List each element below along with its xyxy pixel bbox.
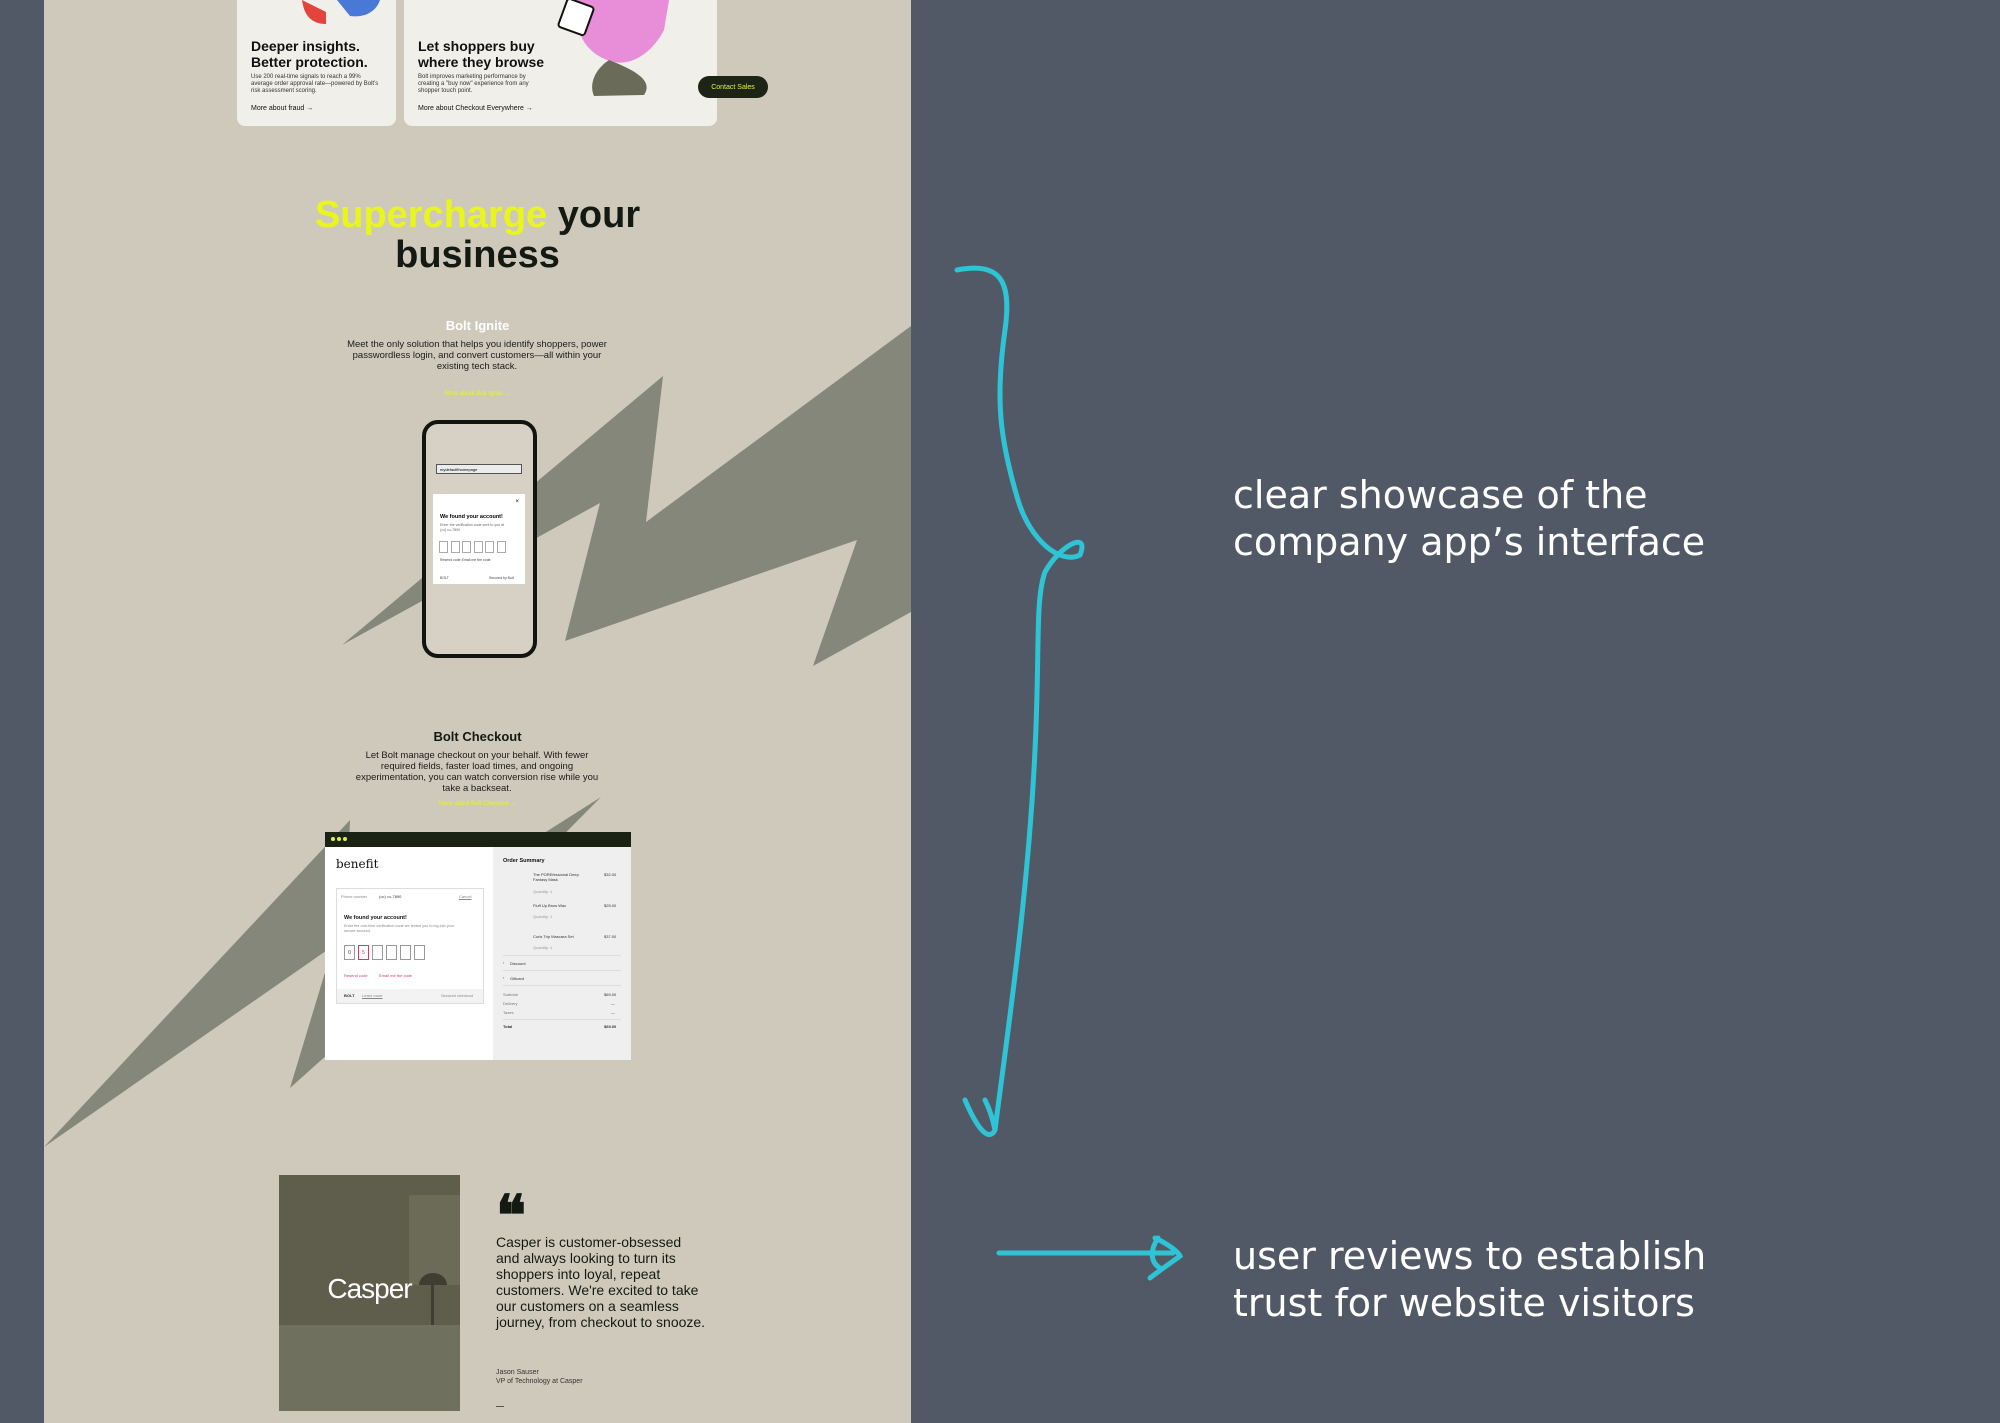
casper-logo: Casper bbox=[327, 1273, 412, 1304]
order-title: Order Summary bbox=[503, 858, 545, 864]
login-footer: BOLT Learn more Secured checkout bbox=[337, 989, 483, 1003]
order-summary-pane: Order Summary The POREfessional Deep Fan… bbox=[493, 847, 631, 1060]
testimonial-text: Casper is customer-obsessed and always l… bbox=[496, 1234, 706, 1330]
headline-text: your bbox=[547, 194, 641, 236]
taxes-value: — bbox=[611, 1010, 615, 1015]
checkout-everywhere-card: Let shoppers buy where they browse Bolt … bbox=[404, 0, 717, 126]
phone-mockup: mydefaulfthomepage × We found your accou… bbox=[422, 420, 537, 658]
card-link[interactable]: More about Checkout Everywhere → bbox=[418, 105, 533, 112]
casper-photo: Casper bbox=[279, 1175, 460, 1411]
arrow-right-icon bbox=[996, 1235, 1184, 1281]
ignite-link[interactable]: More about Bolt Ignite → bbox=[444, 391, 511, 397]
phone-login-modal: × We found your account! Enter the verif… bbox=[433, 494, 525, 584]
checkout-link[interactable]: More about Bolt Checkout → bbox=[438, 801, 517, 807]
bolt-footer: BOLT bbox=[440, 576, 449, 580]
delivery-label: Delivery bbox=[503, 1001, 518, 1006]
checkout-body: Let Bolt manage checkout on your behalf.… bbox=[355, 750, 599, 794]
close-icon[interactable]: × bbox=[515, 499, 519, 505]
quote-mark-icon: ❝ bbox=[496, 1183, 527, 1249]
item-name: Fluff Up Brow Wax bbox=[533, 903, 567, 908]
taxes-label: Taxes bbox=[503, 1010, 514, 1015]
phone-url-bar: mydefaulfthomepage bbox=[436, 464, 522, 474]
card-link[interactable]: More about fraud → bbox=[251, 105, 314, 112]
item-qty: Quantity: 1 bbox=[533, 889, 553, 894]
headline-highlight: Supercharge bbox=[314, 194, 548, 236]
item-name: Curls Trip Mascara Set bbox=[533, 934, 574, 939]
cancel-link[interactable]: Cancel bbox=[459, 894, 472, 899]
lightning-bolt-shape bbox=[44, 326, 911, 1147]
item-qty: Quantity: 1 bbox=[533, 914, 553, 919]
brand-logo: benefit bbox=[336, 857, 379, 871]
curly-brace-icon bbox=[954, 265, 1085, 1137]
item-name: The POREfessional Deep Fantasy Mask bbox=[533, 872, 579, 882]
card-body: Bolt improves marketing performance by c… bbox=[418, 74, 529, 94]
found-desc: Enter the one-time verification code we … bbox=[344, 924, 455, 933]
item-price: $32.00 bbox=[604, 872, 617, 877]
bolt-logo: BOLT bbox=[344, 993, 355, 998]
otp-inputs[interactable] bbox=[439, 541, 506, 553]
card-title: Deeper insights. Better protection. bbox=[251, 38, 368, 70]
chevron-right-icon[interactable]: › bbox=[503, 975, 505, 980]
browser-titlebar bbox=[325, 832, 631, 847]
item-price: $25.00 bbox=[604, 903, 617, 908]
phone-value[interactable]: (•••) •••-7890 bbox=[379, 894, 402, 899]
total-label: Total bbox=[503, 1024, 513, 1029]
website-screenshot: Deeper insights. Better protection. Use … bbox=[44, 0, 911, 1423]
modal-title: We found your account! bbox=[440, 514, 503, 520]
modal-desc: Enter the verification code sent to you … bbox=[440, 523, 505, 532]
learn-more-link[interactable]: Learn more bbox=[362, 993, 383, 998]
ignite-title: Bolt Ignite bbox=[445, 318, 510, 333]
carousel-indicator[interactable] bbox=[496, 1406, 504, 1407]
discount-toggle[interactable]: Discount bbox=[510, 961, 526, 966]
card-title: Let shoppers buy where they browse bbox=[418, 38, 545, 70]
item-qty: Quantity: 1 bbox=[533, 945, 553, 950]
checkout-title: Bolt Checkout bbox=[433, 729, 522, 744]
delivery-value: — bbox=[611, 1001, 615, 1006]
subtotal-value: $69.00 bbox=[604, 992, 617, 997]
phone-label: Phone number bbox=[341, 894, 368, 899]
annotation-reviews: user reviews to establish trust for webs… bbox=[1233, 1234, 1707, 1325]
email-code-link[interactable]: Email me the code bbox=[379, 973, 413, 978]
illustration-shield bbox=[302, 0, 380, 24]
ignite-body: Meet the only solution that helps you id… bbox=[347, 339, 607, 372]
total-value: $69.00 bbox=[604, 1024, 617, 1029]
contact-sales-button[interactable]: Contact Sales bbox=[698, 76, 768, 98]
login-box: Phone number (•••) •••-7890 Cancel We fo… bbox=[336, 888, 484, 1004]
subtotal-label: Subtotal bbox=[503, 992, 518, 997]
giftcard-toggle[interactable]: Giftcard bbox=[510, 976, 525, 981]
card-body: Use 200 real-time signals to reach a 99%… bbox=[251, 74, 379, 94]
resend-links[interactable]: Resend code Email me the code bbox=[440, 558, 491, 562]
chevron-right-icon[interactable]: › bbox=[503, 960, 505, 965]
item-price: $37.00 bbox=[604, 934, 617, 939]
annotation-showcase: clear showcase of the company app’s inte… bbox=[1233, 473, 1706, 564]
checkout-login-pane: benefit Phone number (•••) •••-7890 Canc… bbox=[325, 847, 493, 1060]
resend-link[interactable]: Resend code bbox=[344, 973, 368, 978]
testimonial-role: VP of Technology at Casper bbox=[496, 1378, 583, 1385]
illustration-shopper bbox=[557, 0, 669, 96]
secured-text: Secured by Bolt bbox=[489, 576, 514, 580]
found-title: We found your account! bbox=[344, 915, 407, 921]
headline-line2: business bbox=[395, 234, 560, 276]
secured-text: Secured checkout bbox=[441, 993, 474, 998]
bedroom-illustration bbox=[279, 1175, 460, 1411]
testimonial-author: Jason Sauser bbox=[496, 1369, 539, 1376]
checkout-browser-mockup: benefit Phone number (•••) •••-7890 Canc… bbox=[325, 832, 631, 1060]
page-headline: Supercharge your bbox=[44, 195, 911, 235]
